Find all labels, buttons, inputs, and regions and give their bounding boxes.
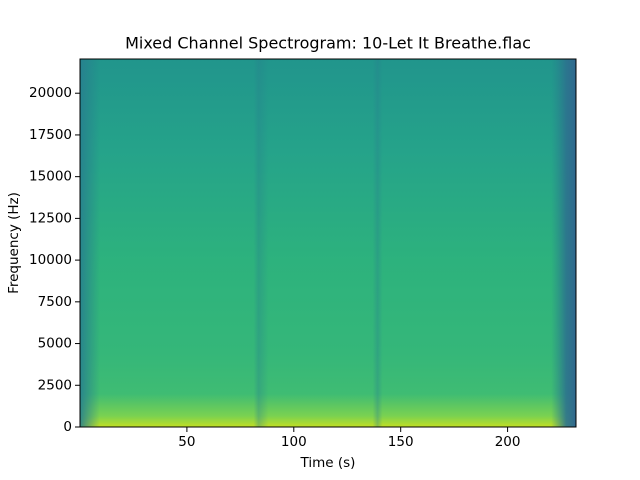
- y-tick-label: 0: [63, 419, 72, 435]
- y-tick-label: 7500: [38, 294, 72, 310]
- y-tick-label: 2500: [38, 377, 72, 393]
- y-axis-label: Frequency (Hz): [6, 192, 22, 294]
- plot-frame: [79, 58, 577, 428]
- y-tick-label: 10000: [29, 252, 72, 268]
- spectrogram-shading: [80, 59, 576, 427]
- chart-title: Mixed Channel Spectrogram: 10-Let It Bre…: [125, 34, 531, 53]
- x-tick-label: 100: [281, 434, 307, 450]
- x-tick-label: 50: [178, 434, 195, 450]
- y-tick-label: 20000: [29, 85, 72, 101]
- y-tick-label: 12500: [29, 210, 72, 226]
- x-tick-label: 150: [388, 434, 414, 450]
- plot-area: [79, 58, 577, 428]
- y-tick-label: 15000: [29, 169, 72, 185]
- y-tick-label: 17500: [29, 127, 72, 143]
- y-tick-label: 5000: [38, 336, 72, 352]
- x-tick-label: 200: [495, 434, 521, 450]
- x-axis-label: Time (s): [300, 455, 356, 471]
